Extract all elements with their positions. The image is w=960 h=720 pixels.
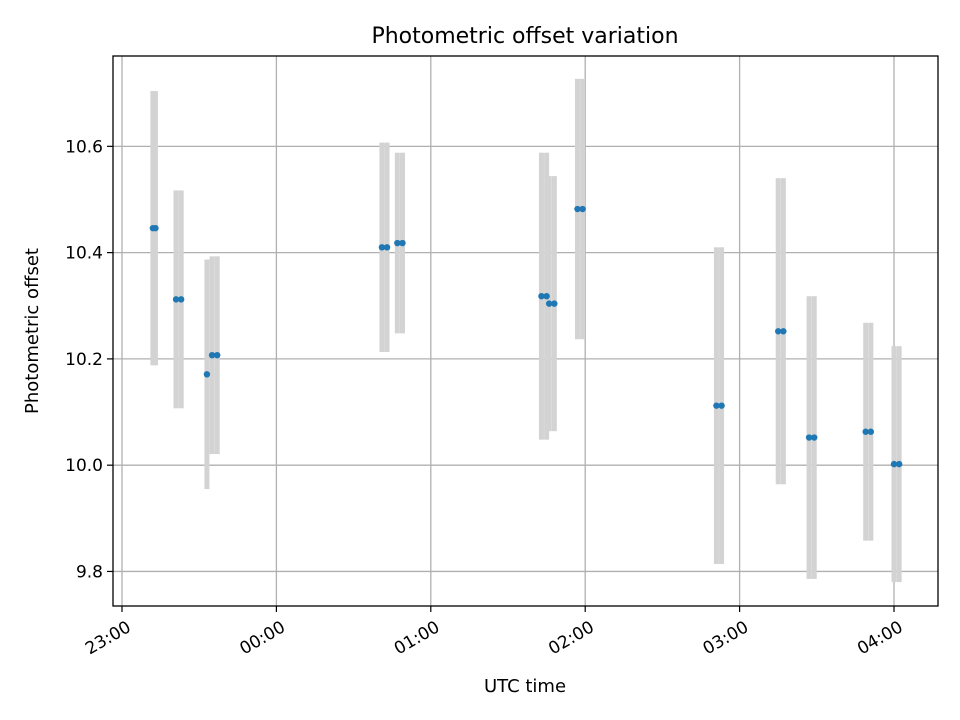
plot-frame [112, 55, 939, 607]
chart-title: Photometric offset variation [371, 24, 678, 49]
data-point [895, 460, 903, 468]
data-point [713, 402, 720, 409]
data-point [394, 239, 401, 247]
y-tick-label: 10.6 [65, 137, 103, 157]
data-point [780, 328, 787, 335]
x-tick-label: 02:00 [545, 617, 597, 659]
data-point [203, 371, 211, 378]
data-point [811, 434, 818, 441]
data-point [383, 244, 391, 251]
data-point [862, 428, 869, 435]
data-point [551, 300, 558, 307]
x-tick-label: 03:00 [700, 617, 752, 659]
x-tick-label: 23:00 [82, 617, 134, 659]
grid [113, 56, 938, 606]
data-point [214, 351, 221, 359]
data-point [545, 300, 553, 307]
data-point [152, 224, 159, 232]
data-point [867, 428, 875, 435]
data-point [579, 205, 586, 213]
y-tick-label: 9.8 [76, 562, 103, 582]
data-point [805, 434, 813, 441]
data-point [177, 296, 185, 303]
data-points [149, 205, 903, 468]
x-tick-label: 04:00 [854, 617, 906, 659]
data-point [543, 292, 550, 300]
x-axis-ticks: 23:00 00:00 01:00 02:00 03:00 04:00 [82, 606, 907, 659]
data-point [538, 292, 545, 300]
x-tick-label: 01:00 [391, 617, 443, 659]
data-point [172, 296, 180, 303]
data-point [399, 239, 406, 247]
data-point [574, 205, 581, 213]
data-point [890, 460, 898, 468]
y-tick-label: 10.2 [65, 350, 103, 370]
y-axis-label: Photometric offset [22, 248, 43, 414]
y-tick-label: 10.4 [65, 244, 103, 264]
x-axis-label: UTC time [484, 676, 566, 697]
error-bars [150, 78, 902, 583]
y-axis-ticks: 9.8 10.0 10.2 10.4 10.6 [65, 137, 113, 582]
y-tick-label: 10.0 [65, 456, 103, 476]
data-point [208, 351, 216, 359]
x-tick-label: 00:00 [236, 617, 288, 659]
data-point [775, 328, 782, 335]
data-point [378, 244, 386, 251]
data-point [718, 402, 725, 409]
